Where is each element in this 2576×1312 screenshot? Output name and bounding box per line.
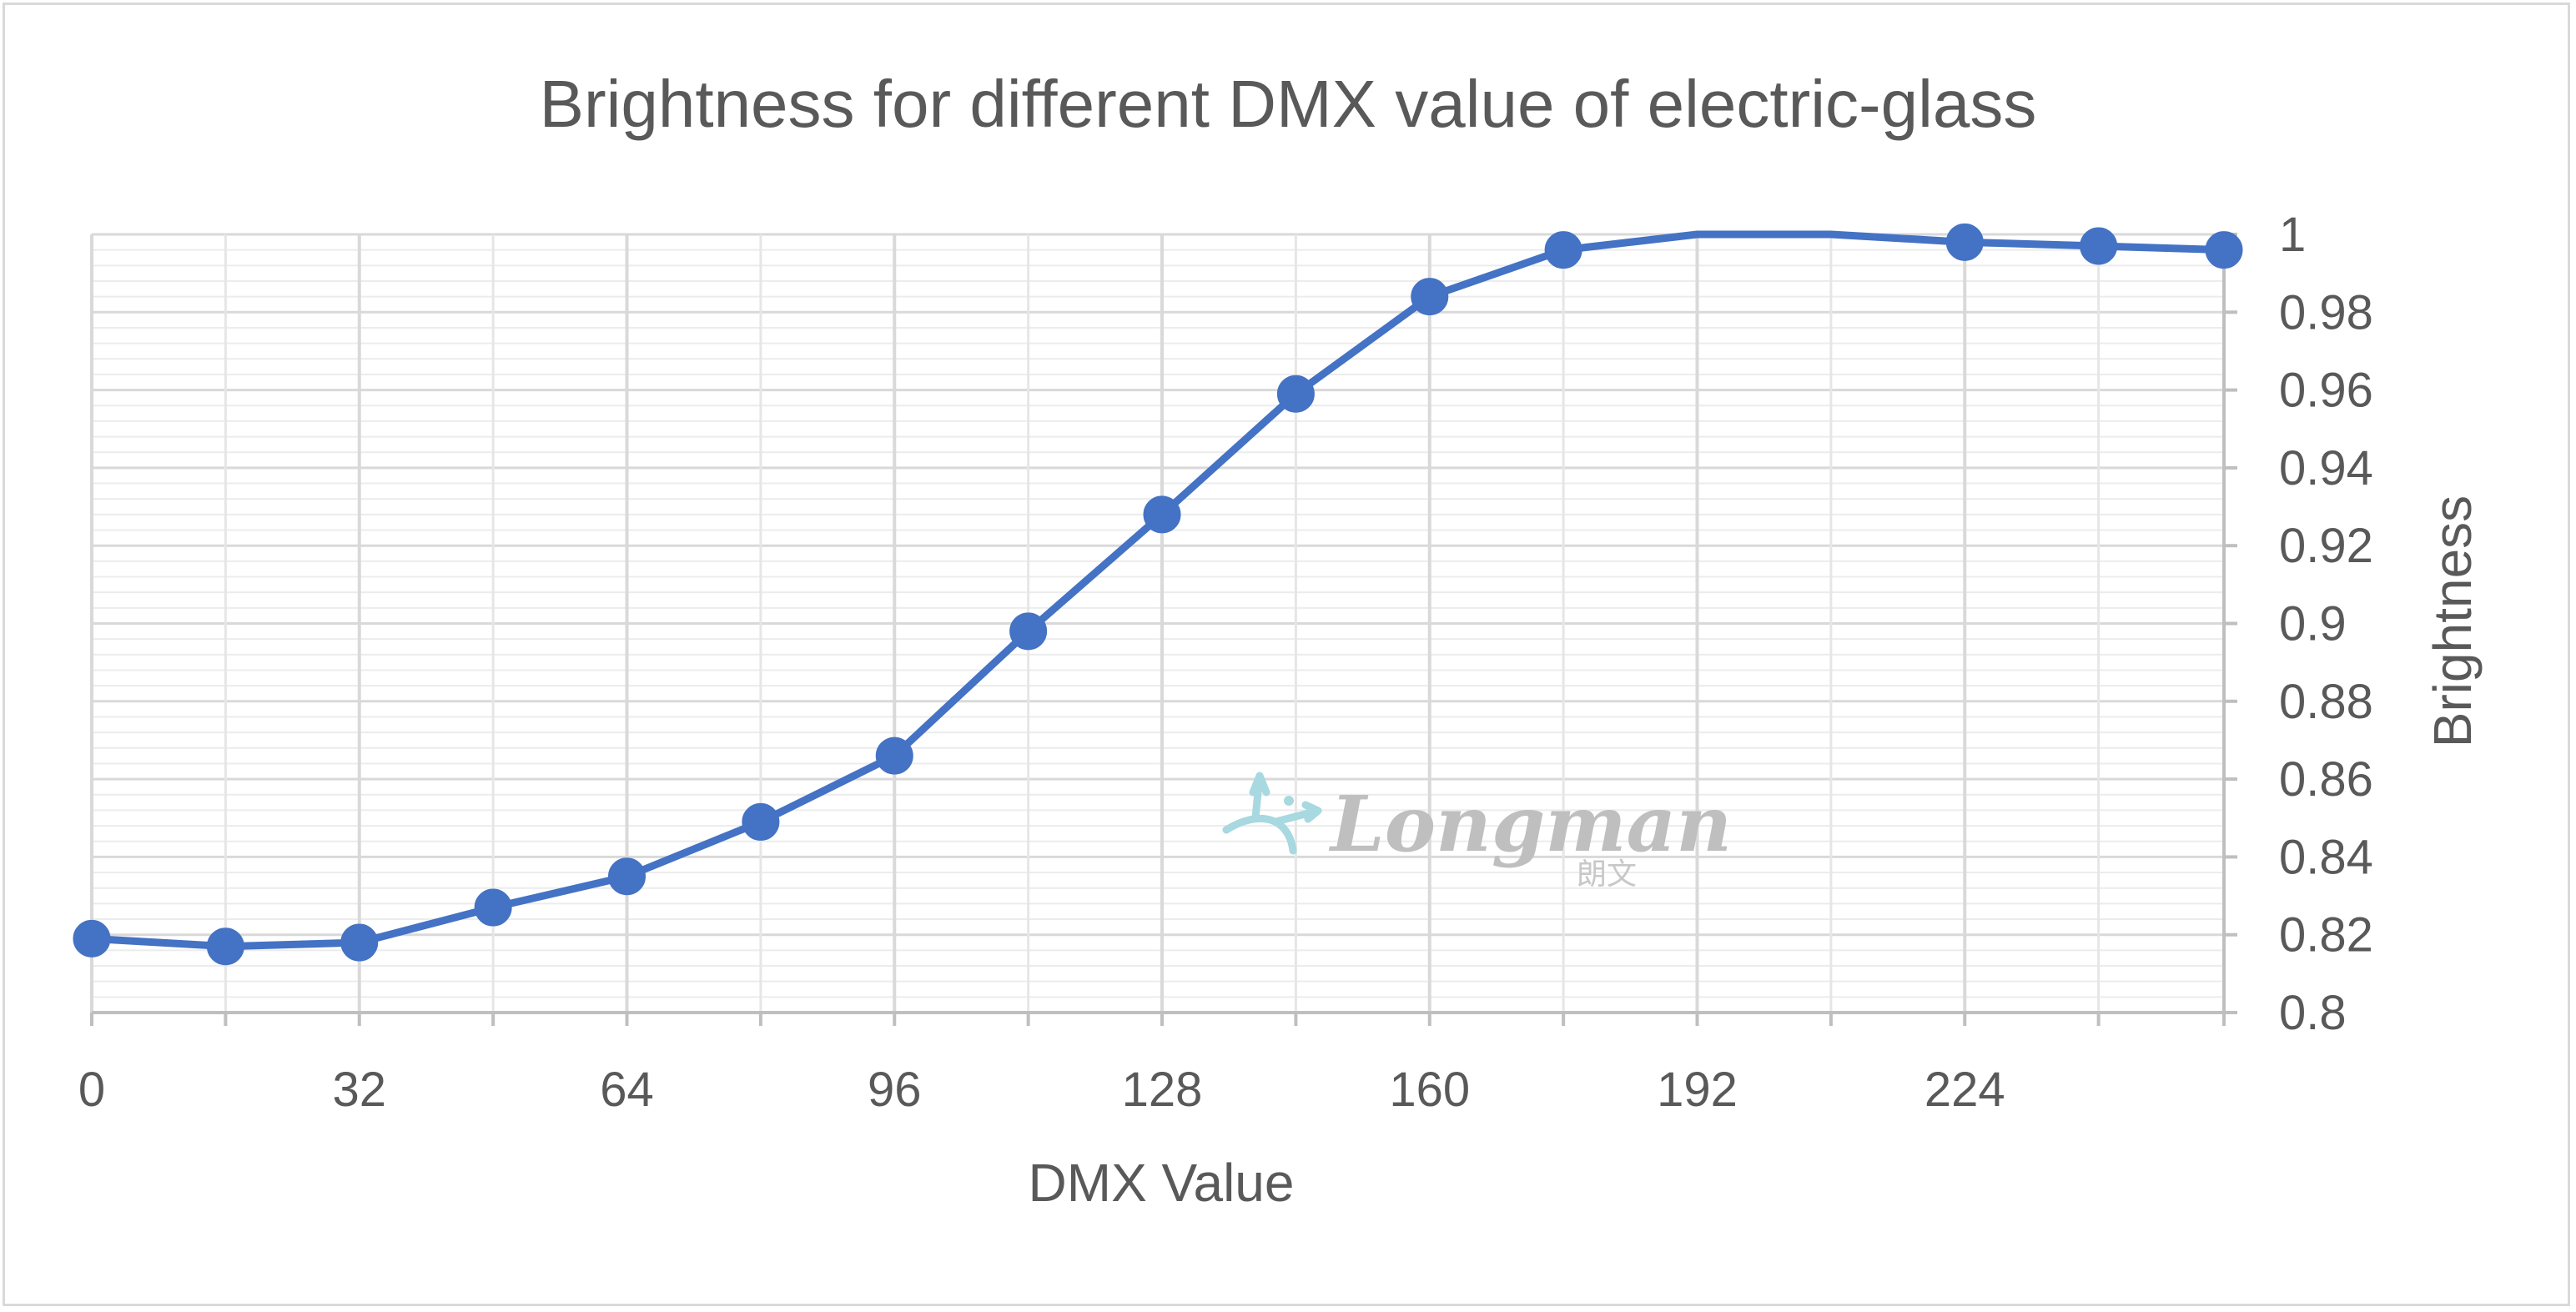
watermark-figure-icon <box>1222 772 1322 855</box>
series-line <box>88 230 2228 951</box>
x-tick-label: 160 <box>1389 1063 1470 1117</box>
y-tick-label: 0.96 <box>2279 364 2373 418</box>
data-point <box>1143 495 1181 534</box>
y-tick-label: 0.9 <box>2279 597 2347 651</box>
y-tick-label: 0.84 <box>2279 830 2373 884</box>
y-tick-label: 0.88 <box>2279 675 2373 729</box>
data-point <box>2080 227 2118 265</box>
y-tick-label: 0.98 <box>2279 285 2373 339</box>
x-tick-label: 96 <box>868 1063 922 1117</box>
x-tick-label: 224 <box>1924 1063 2005 1117</box>
y-tick-label: 1 <box>2279 208 2306 262</box>
x-tick-label: 128 <box>1122 1063 1203 1117</box>
watermark-text: Longman <box>1328 779 1732 869</box>
axes: 0 32 64 96 128 160 192 224 0.8 0.82 0.84 0.86 0.88 0.… <box>78 208 2373 1117</box>
x-tick-label: 0 <box>78 1063 105 1117</box>
y-tick-label: 0.94 <box>2279 441 2373 495</box>
data-point <box>206 927 244 966</box>
y-tick-label: 0.92 <box>2279 519 2373 573</box>
data-point <box>2205 231 2243 269</box>
data-point <box>1276 374 1315 413</box>
y-tick-label: 0.86 <box>2279 752 2373 807</box>
y-axis-label: Brightness <box>2423 495 2483 747</box>
x-axis-label: DMX Value <box>1029 1153 1295 1213</box>
chart-title: Brightness for different DMX value of el… <box>540 67 2037 141</box>
data-point <box>608 857 647 896</box>
watermark-subtext: 朗文 <box>1577 857 1637 892</box>
data-point <box>1009 612 1048 651</box>
data-point <box>1945 223 1984 261</box>
y-tick-label: 0.82 <box>2279 908 2373 963</box>
data-point <box>340 923 379 962</box>
data-point <box>1544 231 1582 269</box>
data-point <box>742 802 780 841</box>
x-tick-label: 32 <box>332 1063 386 1117</box>
x-tick-label: 192 <box>1657 1063 1738 1117</box>
grid <box>90 233 2224 1014</box>
y-tick-label: 0.8 <box>2279 986 2347 1040</box>
data-point <box>875 736 913 775</box>
series-group <box>73 223 2243 966</box>
data-point <box>73 919 111 958</box>
data-point <box>1411 278 1449 316</box>
watermark-logo: Longman 朗文 <box>1222 772 1732 892</box>
x-tick-label: 64 <box>600 1063 654 1117</box>
data-point <box>474 888 512 927</box>
